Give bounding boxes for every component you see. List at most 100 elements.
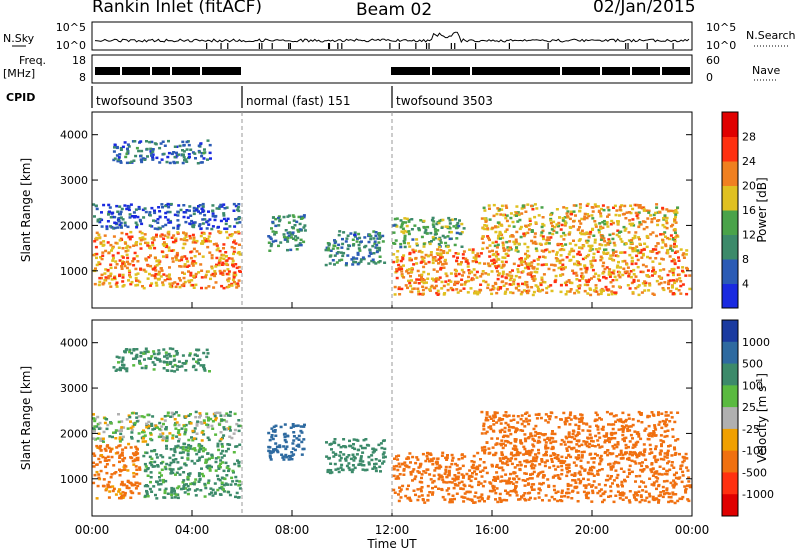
echo-cell xyxy=(151,150,155,153)
echo-cell xyxy=(501,446,505,450)
echo-cell xyxy=(236,251,240,255)
echo-cell xyxy=(282,235,286,239)
echo-cell xyxy=(505,499,509,502)
echo-cell xyxy=(165,447,169,450)
echo-cell xyxy=(522,234,526,238)
echo-cell xyxy=(351,468,355,471)
echo-cell xyxy=(506,246,510,249)
echo-cell xyxy=(152,350,156,353)
echo-cell xyxy=(165,254,169,257)
echo-cell xyxy=(192,286,196,289)
echo-cell xyxy=(206,436,210,439)
echo-cell xyxy=(669,499,673,503)
echo-cell xyxy=(587,278,591,282)
echo-cell xyxy=(663,420,667,424)
echo-cell xyxy=(151,415,155,418)
echo-cell xyxy=(216,445,220,448)
echo-cell xyxy=(631,446,635,449)
echo-cell xyxy=(172,226,176,230)
echo-cell xyxy=(183,424,186,428)
echo-cell xyxy=(381,240,385,243)
echo-cell xyxy=(225,259,229,262)
echo-cell xyxy=(494,225,497,228)
echo-cell xyxy=(400,230,404,233)
echo-cell xyxy=(181,246,185,250)
echo-cell xyxy=(669,244,673,248)
echo-cell xyxy=(419,463,423,466)
echo-cell xyxy=(527,228,531,231)
echo-cell xyxy=(620,428,624,431)
echo-cell xyxy=(211,209,215,213)
echo-cell xyxy=(456,477,460,481)
echo-cell xyxy=(210,227,214,231)
echo-cell xyxy=(602,498,606,502)
echo-cell xyxy=(333,441,337,445)
echo-cell xyxy=(551,445,555,449)
echo-cell xyxy=(159,275,163,278)
echo-cell xyxy=(337,443,341,447)
echo-cell xyxy=(443,498,447,501)
echo-cell xyxy=(475,465,479,469)
echo-cell xyxy=(682,456,686,459)
echo-cell xyxy=(676,438,680,441)
echo-cell xyxy=(645,209,649,212)
echo-cell xyxy=(345,455,349,459)
echo-cell xyxy=(553,474,557,477)
echo-cell xyxy=(609,465,613,469)
echo-cell xyxy=(361,451,365,454)
echo-cell xyxy=(197,144,201,147)
echo-cell xyxy=(109,450,112,453)
echo-cell xyxy=(268,249,272,252)
echo-cell xyxy=(107,459,111,462)
echo-cell xyxy=(128,275,132,279)
echo-cell xyxy=(216,477,220,481)
freq-gap xyxy=(430,67,432,75)
echo-cell xyxy=(118,460,121,464)
echo-cell xyxy=(94,245,98,249)
echo-cell xyxy=(377,234,381,237)
echo-cell xyxy=(130,435,133,439)
echo-cell xyxy=(554,491,558,495)
echo-cell xyxy=(496,243,500,247)
echo-cell xyxy=(632,493,636,497)
echo-cell xyxy=(402,254,406,257)
echo-cell xyxy=(398,293,402,296)
echo-cell xyxy=(492,287,496,290)
echo-cell xyxy=(626,429,630,433)
echo-cell xyxy=(170,369,174,373)
echo-cell xyxy=(222,247,225,250)
echo-cell xyxy=(627,231,631,234)
echo-cell xyxy=(571,429,575,432)
echo-cell xyxy=(207,285,211,288)
echo-cell xyxy=(551,476,555,479)
echo-cell xyxy=(434,280,438,283)
echo-cell xyxy=(121,459,125,463)
echo-cell xyxy=(553,498,557,501)
echo-cell xyxy=(551,430,554,433)
echo-cell xyxy=(93,425,97,428)
echo-cell xyxy=(170,249,174,252)
echo-cell xyxy=(171,468,175,471)
echo-cell xyxy=(448,219,452,222)
echo-cell xyxy=(112,276,116,279)
echo-cell xyxy=(533,215,537,219)
echo-cell xyxy=(656,458,660,462)
echo-cell xyxy=(453,482,457,486)
echo-cell xyxy=(576,263,580,267)
noise-left-tick-low: 10^0 xyxy=(56,39,86,52)
echo-cell xyxy=(608,233,612,237)
echo-cell xyxy=(570,473,574,477)
echo-cell xyxy=(175,353,179,356)
echo-cell xyxy=(590,214,594,217)
echo-cell xyxy=(531,241,535,245)
noise-panel: N.Sky N.Search 10^5 10^0 10^5 10^0 xyxy=(3,21,796,52)
echo-cell xyxy=(351,464,355,467)
echo-cell xyxy=(227,273,231,276)
echo-cell xyxy=(491,284,495,288)
echo-cell xyxy=(392,253,396,256)
echo-cell xyxy=(172,234,176,237)
echo-cell xyxy=(126,427,130,430)
echo-cell xyxy=(368,233,372,236)
echo-cell xyxy=(578,219,581,223)
echo-cell xyxy=(151,361,155,364)
